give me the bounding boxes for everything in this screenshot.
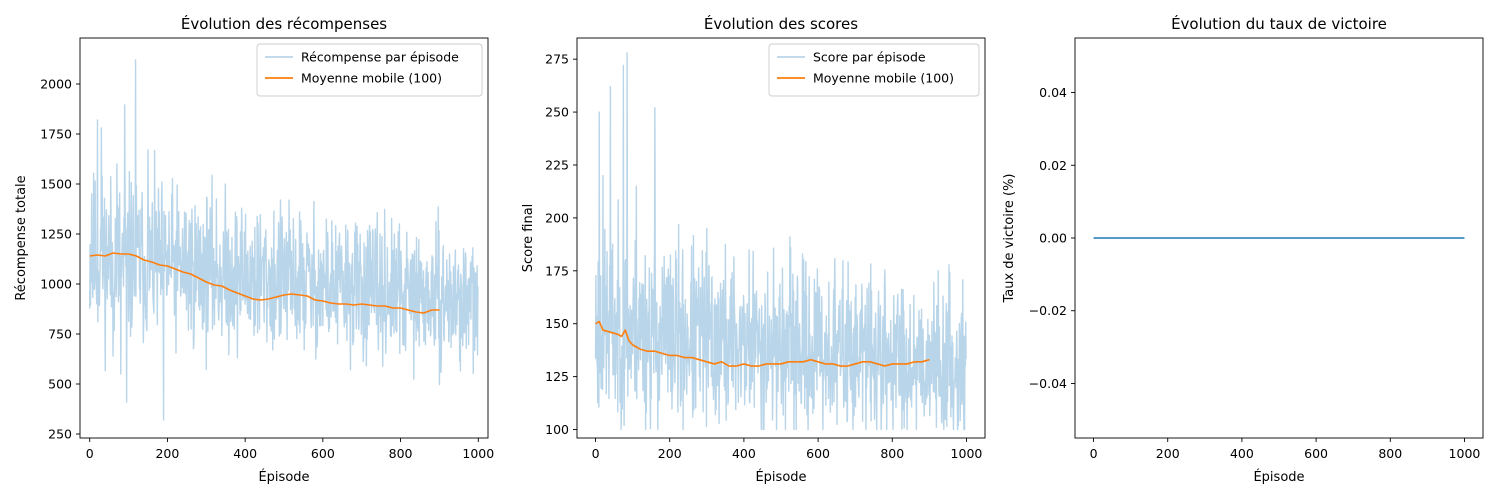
y-tick-label: 1250	[40, 227, 72, 242]
x-tick-label: 200	[658, 446, 682, 461]
y-tick-label: 100	[545, 422, 569, 437]
x-tick-label: 1000	[462, 446, 494, 461]
x-tick-label: 400	[732, 446, 756, 461]
y-tick-label: 1500	[40, 177, 72, 192]
axes-frame	[576, 37, 986, 439]
x-axis-label: Épisode	[1253, 469, 1304, 485]
legend-label: Récompense par épisode	[301, 50, 459, 65]
axes-frame	[79, 37, 489, 439]
y-tick-label: 175	[545, 263, 569, 278]
y-tick-label: 2000	[40, 77, 72, 92]
x-tick-label: 800	[1378, 446, 1402, 461]
y-tick-label: 125	[545, 369, 569, 384]
y-tick-label: 750	[48, 327, 72, 342]
x-tick-label: 0	[1090, 446, 1098, 461]
legend-label: Score par épisode	[813, 50, 926, 65]
x-axis-label: Épisode	[755, 469, 806, 485]
x-tick-label: 800	[880, 446, 904, 461]
subplot-1: 0 200 400 600 800 1000 250 500 750 1000 1250 1500 17…	[14, 14, 494, 485]
x-tick-label: 400	[233, 446, 257, 461]
legend: Score par épisode Moyenne mobile (100)	[768, 43, 980, 97]
y-tick-label: 1000	[40, 277, 72, 292]
y-tick-label: 0.00	[1039, 231, 1067, 246]
chart-title: Évolution du taux de victoire	[1171, 14, 1387, 33]
x-axis-label: Épisode	[258, 469, 309, 485]
x-tick-label: 600	[311, 446, 335, 461]
legend: Récompense par épisode Moyenne mobile (10…	[256, 43, 483, 97]
series-group	[594, 52, 967, 431]
subplot-2: 0 200 400 600 800 1000 100 125 150 175 200 225 250 27…	[521, 14, 986, 485]
series-line-2	[89, 252, 440, 314]
y-tick-label: 250	[48, 427, 72, 442]
y-tick-label: −0.04	[1029, 376, 1067, 391]
legend-box	[256, 43, 483, 97]
legend-label: Moyenne mobile (100)	[301, 71, 442, 86]
y-tick-label: 0.02	[1039, 158, 1067, 173]
legend-box	[768, 43, 980, 97]
x-tick-label: 0	[86, 446, 94, 461]
chart-title: Évolution des scores	[704, 14, 858, 33]
subplot-3: 0 200 400 600 800 1000 −0.04 −0.02 0.00 0.02 0.04 É…	[1002, 14, 1484, 485]
y-tick-label: 500	[48, 377, 72, 392]
y-tick-label: 275	[545, 52, 569, 67]
x-tick-label: 200	[155, 446, 179, 461]
x-tick-label: 600	[806, 446, 830, 461]
x-tick-label: 600	[1304, 446, 1328, 461]
series-line-1	[594, 52, 967, 431]
y-tick-label: 200	[545, 210, 569, 225]
y-tick-label: −0.02	[1029, 303, 1067, 318]
chart-title: Évolution des récompenses	[181, 14, 387, 33]
y-axis-label: Taux de victoire (%)	[1002, 173, 1017, 303]
y-tick-label: 225	[545, 157, 569, 172]
y-tick-label: 150	[545, 316, 569, 331]
y-tick-label: 0.04	[1039, 85, 1067, 100]
y-tick-label: 250	[545, 105, 569, 120]
y-axis-label: Score final	[521, 204, 536, 273]
x-tick-label: 1000	[951, 446, 983, 461]
x-tick-label: 0	[592, 446, 600, 461]
series-line-1	[89, 59, 479, 421]
x-tick-label: 400	[1230, 446, 1254, 461]
series-group	[89, 59, 479, 421]
series-line-2	[595, 320, 930, 367]
x-tick-label: 200	[1156, 446, 1180, 461]
y-tick-label: 1750	[40, 127, 72, 142]
x-tick-label: 1000	[1449, 446, 1481, 461]
legend-label: Moyenne mobile (100)	[813, 71, 954, 86]
x-tick-label: 800	[389, 446, 413, 461]
y-axis-label: Récompense totale	[14, 175, 29, 300]
